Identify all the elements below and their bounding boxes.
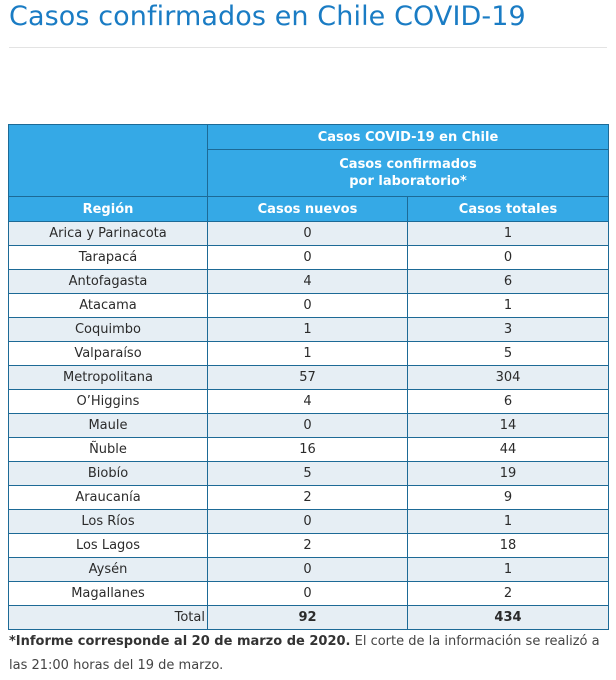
table-row: Magallanes 0 2 xyxy=(8,581,609,606)
table-row: Antofagasta 4 6 xyxy=(8,269,609,294)
cell-region: Biobío xyxy=(8,461,208,486)
cell-totales: 6 xyxy=(407,389,609,414)
cell-region: Magallanes xyxy=(8,581,208,606)
cell-region: Valparaíso xyxy=(8,341,208,366)
total-row: Total 92 434 xyxy=(8,605,609,630)
cell-region: Los Lagos xyxy=(8,533,208,558)
cell-region: Arica y Parinacota xyxy=(8,221,208,246)
sub-header-line2: por laboratorio* xyxy=(349,174,467,189)
table-row: Arica y Parinacota 0 1 xyxy=(8,221,609,246)
table-row: O’Higgins 4 6 xyxy=(8,389,609,414)
cell-nuevos: 2 xyxy=(207,485,408,510)
cell-region: Metropolitana xyxy=(8,365,208,390)
cell-region: Maule xyxy=(8,413,208,438)
cell-nuevos: 0 xyxy=(207,509,408,534)
cell-region: Los Ríos xyxy=(8,509,208,534)
cell-nuevos: 1 xyxy=(207,317,408,342)
cell-region: O’Higgins xyxy=(8,389,208,414)
table-row: Araucanía 2 9 xyxy=(8,485,609,510)
cell-nuevos: 5 xyxy=(207,461,408,486)
column-header-nuevos: Casos nuevos xyxy=(207,196,408,222)
cell-totales: 1 xyxy=(407,293,609,318)
footnote-rest: El corte de la información se realizó a … xyxy=(9,634,600,673)
cell-totales: 9 xyxy=(407,485,609,510)
cell-nuevos: 4 xyxy=(207,269,408,294)
table-row: Los Lagos 2 18 xyxy=(8,533,609,558)
column-header-region: Región xyxy=(8,196,208,222)
column-header-totales: Casos totales xyxy=(407,196,609,222)
total-label: Total xyxy=(8,605,208,630)
cell-region: Coquimbo xyxy=(8,317,208,342)
cell-totales: 5 xyxy=(407,341,609,366)
table-row: Metropolitana 57 304 xyxy=(8,365,609,390)
cell-totales: 2 xyxy=(407,581,609,606)
group-header: Casos COVID-19 en Chile xyxy=(207,124,609,150)
header-row-sub: Casos confirmados por laboratorio* xyxy=(9,149,609,197)
cell-nuevos: 1 xyxy=(207,341,408,366)
header-row-group: Casos COVID-19 en Chile xyxy=(8,124,609,197)
table-row: Ñuble 16 44 xyxy=(8,437,609,462)
total-totales: 434 xyxy=(407,605,609,630)
table-row: Aysén 0 1 xyxy=(8,557,609,582)
footnote-bold: *Informe corresponde al 20 de marzo de 2… xyxy=(9,634,351,649)
cell-region: Tarapacá xyxy=(8,245,208,270)
cell-region: Atacama xyxy=(8,293,208,318)
cell-totales: 1 xyxy=(407,509,609,534)
cell-totales: 6 xyxy=(407,269,609,294)
cell-totales: 44 xyxy=(407,437,609,462)
table-row: Maule 0 14 xyxy=(8,413,609,438)
footnote: *Informe corresponde al 20 de marzo de 2… xyxy=(9,630,609,678)
cell-nuevos: 16 xyxy=(207,437,408,462)
cell-nuevos: 0 xyxy=(207,557,408,582)
table-row: Los Ríos 0 1 xyxy=(8,509,609,534)
cell-region: Araucanía xyxy=(8,485,208,510)
page-title: Casos confirmados en Chile COVID-19 xyxy=(9,1,526,32)
sub-header: Casos confirmados por laboratorio* xyxy=(207,149,609,197)
header-corner xyxy=(8,124,208,197)
cell-totales: 1 xyxy=(407,557,609,582)
title-divider xyxy=(9,47,607,48)
cell-nuevos: 0 xyxy=(207,293,408,318)
cell-nuevos: 4 xyxy=(207,389,408,414)
table-row: Atacama 0 1 xyxy=(8,293,609,318)
cell-totales: 0 xyxy=(407,245,609,270)
cell-totales: 1 xyxy=(407,221,609,246)
cell-region: Aysén xyxy=(8,557,208,582)
sub-header-line1: Casos confirmados xyxy=(339,157,477,172)
cell-totales: 19 xyxy=(407,461,609,486)
header-row-columns: Región Casos nuevos Casos totales xyxy=(8,196,609,222)
cell-nuevos: 0 xyxy=(207,581,408,606)
covid-cases-table: Casos COVID-19 en Chile Casos confirmado… xyxy=(8,124,609,630)
cell-nuevos: 0 xyxy=(207,221,408,246)
table-body: Arica y Parinacota 0 1 Tarapacá 0 0 Antofagast… xyxy=(8,221,609,606)
cell-nuevos: 0 xyxy=(207,245,408,270)
table-row: Tarapacá 0 0 xyxy=(8,245,609,270)
cell-nuevos: 2 xyxy=(207,533,408,558)
total-nuevos: 92 xyxy=(207,605,408,630)
cell-nuevos: 57 xyxy=(207,365,408,390)
cell-totales: 18 xyxy=(407,533,609,558)
cell-totales: 3 xyxy=(407,317,609,342)
table-row: Biobío 5 19 xyxy=(8,461,609,486)
cell-totales: 304 xyxy=(407,365,609,390)
cell-region: Ñuble xyxy=(8,437,208,462)
table-row: Coquimbo 1 3 xyxy=(8,317,609,342)
cell-totales: 14 xyxy=(407,413,609,438)
cell-region: Antofagasta xyxy=(8,269,208,294)
cell-nuevos: 0 xyxy=(207,413,408,438)
table-row: Valparaíso 1 5 xyxy=(8,341,609,366)
